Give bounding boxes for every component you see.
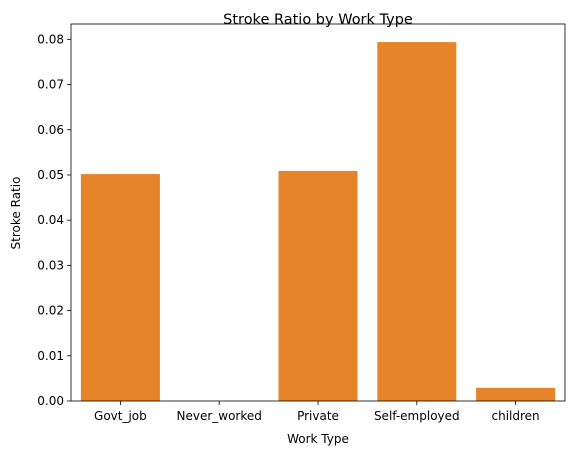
bar-govt-job	[80, 174, 160, 401]
x-tick-label: children	[492, 409, 540, 423]
y-axis-label: Stroke Ratio	[9, 177, 23, 250]
y-tick-label: 0.06	[37, 123, 64, 137]
y-tick-label: 0.01	[37, 349, 64, 363]
y-tick-label: 0.02	[37, 304, 64, 318]
bars-layer	[80, 42, 556, 401]
x-tick-label: Never_worked	[177, 409, 262, 423]
y-tick-label: 0.07	[37, 78, 64, 92]
y-tick-label: 0.08	[37, 32, 64, 46]
bar-private	[278, 170, 358, 401]
x-tick-label: Private	[297, 409, 339, 423]
bar-self-employed	[377, 42, 457, 401]
plot-frame	[70, 23, 566, 402]
y-tick-label: 0.05	[37, 168, 64, 182]
chart-title: Stroke Ratio by Work Type	[223, 12, 413, 28]
x-axis-label: Work Type	[287, 432, 349, 446]
bar-children	[476, 387, 556, 401]
x-tick-label: Govt_job	[94, 409, 147, 423]
y-tick-label: 0.04	[37, 213, 64, 227]
y-axis: 0.00 0.01 0.02 0.03 0.04 0.05 0.06 0.07 0.08	[37, 32, 71, 408]
x-tick-label: Self-employed	[374, 409, 460, 423]
y-tick-label: 0.03	[37, 258, 64, 272]
x-axis: Govt_job Never_worked Private Self-employed…	[94, 401, 540, 423]
y-tick-label: 0.00	[37, 394, 64, 408]
